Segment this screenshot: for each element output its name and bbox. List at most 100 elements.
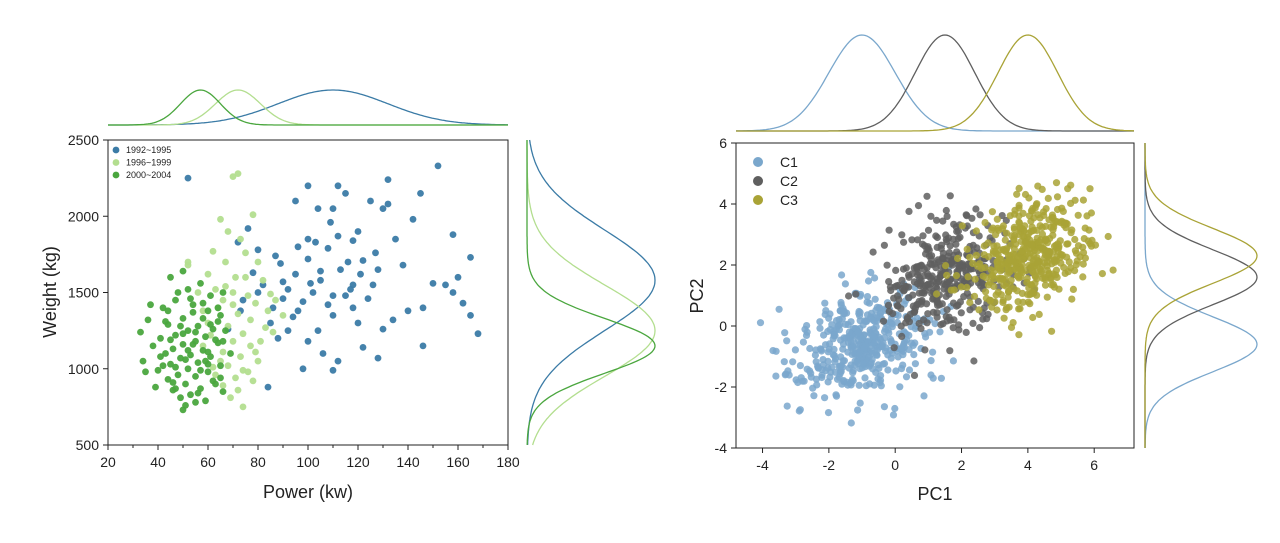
data-point-1992~1995 [294,307,302,315]
data-point-1992~1995 [357,270,364,278]
data-point-1996~1999 [239,403,247,411]
data-point-2000~2004 [189,341,197,348]
data-point-1992~1995 [294,243,302,251]
data-point-C1 [849,343,857,352]
data-point-C1 [796,406,804,414]
data-point-C3 [1064,240,1072,248]
data-point-1992~1995 [329,205,337,213]
data-point-1992~1995 [374,354,382,362]
data-point-C3 [966,253,974,261]
data-point-C2 [920,272,928,280]
data-point-C2 [954,301,962,309]
data-point-1996~1999 [247,316,254,324]
data-point-1992~1995 [454,273,462,281]
data-point-C1 [854,406,862,414]
data-point-C3 [972,251,981,259]
data-point-1992~1995 [434,162,442,170]
y-tick-label: -4 [715,440,728,456]
data-point-C1 [781,329,789,337]
data-point-2000~2004 [177,394,184,402]
data-point-C1 [821,394,829,402]
y-axis-title: PC2 [687,278,707,313]
data-point-C3 [1087,209,1095,217]
data-point-C2 [961,266,970,274]
data-point-C3 [1015,230,1023,239]
density-curve-y-C2 [1144,143,1258,448]
data-point-1992~1995 [272,252,279,260]
data-point-1996~1999 [219,296,227,304]
data-point-C3 [1052,266,1060,274]
data-point-C3 [1002,245,1011,253]
data-point-2000~2004 [169,345,177,353]
data-point-C3 [1071,196,1079,204]
data-point-C1 [821,299,829,307]
x-tick-label: 140 [396,454,420,470]
data-point-2000~2004 [217,374,224,382]
data-point-2000~2004 [214,318,222,325]
y-tick-label: -2 [715,379,728,395]
data-point-C1 [853,358,861,366]
data-point-C2 [898,284,906,293]
data-point-C2 [962,328,970,336]
data-point-2000~2004 [137,328,144,336]
data-point-C1 [862,317,870,325]
data-point-2000~2004 [164,376,172,383]
scatter-points [137,162,482,414]
data-point-C3 [1071,235,1079,244]
data-point-C2 [913,280,922,288]
data-point-C1 [863,293,872,301]
data-point-1992~1995 [292,197,299,205]
data-point-2000~2004 [219,289,227,296]
data-point-C2 [900,238,908,246]
data-point-C3 [1068,295,1076,303]
data-point-C2 [1002,216,1010,225]
data-point-C2 [955,326,963,334]
right-marginal-density [1144,143,1258,448]
data-point-C2 [893,282,901,290]
data-point-C1 [817,347,826,355]
data-point-2000~2004 [159,362,167,370]
data-point-C3 [1002,306,1010,314]
data-point-2000~2004 [202,397,209,405]
data-point-2000~2004 [157,353,164,360]
data-point-C1 [860,344,868,352]
data-point-1992~1995 [374,266,382,273]
data-point-2000~2004 [184,327,192,334]
data-point-C3 [1010,223,1018,231]
data-point-C3 [1026,300,1034,308]
data-point-2000~2004 [139,357,147,365]
density-curve-y-1996~1999 [526,140,656,446]
data-point-2000~2004 [179,341,187,348]
data-point-C3 [1104,232,1112,241]
data-point-C1 [897,365,906,373]
data-point-C1 [775,305,783,313]
data-point-C3 [1017,247,1025,255]
data-point-C1 [772,347,780,355]
data-point-C2 [905,294,913,302]
data-point-C1 [927,357,935,365]
data-point-C1 [864,277,873,285]
data-point-1992~1995 [254,289,262,296]
data-point-C2 [845,292,853,300]
data-point-C3 [969,259,977,268]
data-point-2000~2004 [184,286,192,293]
data-point-C1 [861,374,869,382]
data-point-1992~1995 [329,292,337,299]
data-point-C1 [806,344,814,353]
data-point-C1 [789,358,797,366]
data-point-C3 [1074,242,1083,250]
data-point-C2 [884,301,893,309]
density-curve-x-2000~2004 [108,89,508,126]
data-point-1992~1995 [349,237,357,245]
data-point-C2 [880,241,889,249]
x-tick-label: 100 [296,454,320,470]
data-point-C1 [840,307,848,315]
data-point-C2 [942,206,950,215]
data-point-C3 [963,245,971,253]
data-point-C1 [873,303,881,311]
data-point-C1 [809,384,817,392]
top-marginal-density [108,89,508,126]
data-point-C2 [912,263,921,271]
data-point-C2 [885,226,893,234]
data-point-C2 [927,212,935,220]
